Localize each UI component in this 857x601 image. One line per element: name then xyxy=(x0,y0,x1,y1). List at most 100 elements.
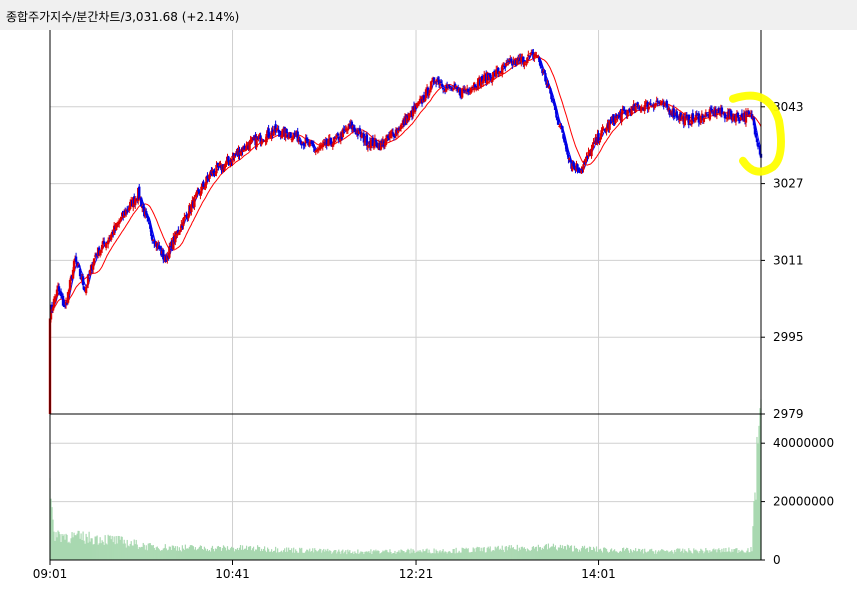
price-tick-label: 3011 xyxy=(773,253,804,267)
volume-bar xyxy=(490,551,492,560)
candle-body xyxy=(393,135,397,137)
volume-bar xyxy=(607,552,610,560)
volume-bar xyxy=(274,550,276,560)
volume-bar xyxy=(247,546,250,560)
candle-body xyxy=(334,137,338,140)
volume-bar xyxy=(239,544,242,560)
volume-bar xyxy=(297,552,299,560)
candle-body xyxy=(548,86,551,89)
volume-bar xyxy=(538,547,540,560)
volume-bar xyxy=(77,530,79,560)
volume-bar xyxy=(314,548,316,560)
volume-bar xyxy=(102,541,104,560)
volume-tick-label: 20000000 xyxy=(773,495,834,509)
candle-body xyxy=(388,133,392,139)
volume-bar xyxy=(677,548,679,560)
candle-body xyxy=(545,82,548,85)
volume-bar xyxy=(61,534,63,560)
candle-body xyxy=(394,129,398,136)
candle-body xyxy=(418,98,422,103)
candle-body xyxy=(434,82,438,84)
candle-body xyxy=(286,134,289,138)
volume-bar xyxy=(144,549,146,560)
volume-bar xyxy=(192,546,195,560)
volume-bar xyxy=(403,551,405,560)
volume-bar xyxy=(242,549,245,560)
volume-bar xyxy=(461,547,463,560)
volume-bar xyxy=(637,551,639,560)
candle-body xyxy=(569,159,572,163)
volume-bar xyxy=(586,547,589,560)
candle-body xyxy=(310,140,313,144)
candle-body xyxy=(442,90,446,92)
volume-bar xyxy=(546,549,548,560)
volume-bar xyxy=(348,551,350,560)
volume-tick-label: 40000000 xyxy=(773,436,834,450)
candle-body xyxy=(53,297,57,299)
volume-bar xyxy=(249,546,252,560)
candle-body xyxy=(753,126,757,135)
volume-bar xyxy=(334,549,336,560)
candle-body xyxy=(371,137,375,147)
time-tick-label: 14:01 xyxy=(581,567,616,581)
candle-body xyxy=(172,236,175,250)
volume-bar xyxy=(501,545,503,560)
volume-bar xyxy=(534,547,536,560)
volume-bar xyxy=(205,550,208,560)
volume-bar xyxy=(99,537,101,560)
volume-bar xyxy=(71,532,73,560)
candle-body xyxy=(353,128,357,131)
candle-body xyxy=(267,128,270,138)
candle-body xyxy=(77,265,81,268)
volume-bar xyxy=(57,530,59,560)
volume-bar xyxy=(246,549,249,560)
candle-body xyxy=(554,105,557,110)
volume-bar xyxy=(260,548,263,560)
volume-bar xyxy=(738,550,740,560)
volume-bar xyxy=(754,492,756,560)
candle-body xyxy=(200,186,203,194)
volume-bar xyxy=(181,545,183,560)
candle-body xyxy=(300,144,303,146)
volume-bar xyxy=(110,539,112,560)
candle-body xyxy=(491,78,494,83)
volume-bar xyxy=(107,534,109,560)
candle-body xyxy=(193,196,196,208)
volume-bar xyxy=(727,551,729,560)
volume-bar xyxy=(496,546,498,560)
volume-bar xyxy=(604,548,607,560)
volume-bar xyxy=(354,551,356,560)
candle-body xyxy=(66,292,70,303)
candle-body xyxy=(86,274,90,285)
candle-body xyxy=(593,142,596,144)
candle-body xyxy=(138,186,141,200)
candle-body xyxy=(538,57,541,63)
volume-bar xyxy=(142,542,144,560)
volume-bar xyxy=(373,549,375,560)
volume-bar xyxy=(549,547,552,560)
volume-bar xyxy=(623,547,625,560)
volume-bar xyxy=(323,548,325,560)
candle-body xyxy=(729,110,733,116)
candle-body xyxy=(99,249,103,253)
candle-body xyxy=(750,114,754,119)
volume-bar xyxy=(137,548,139,560)
volume-bar xyxy=(544,544,546,560)
candle-body xyxy=(162,249,165,260)
candle-body xyxy=(187,215,190,219)
candle-body xyxy=(93,255,97,257)
volume-bar xyxy=(154,549,156,560)
volume-bar xyxy=(407,548,409,560)
volume-bar xyxy=(269,551,271,560)
candle-body xyxy=(453,83,457,88)
volume-bar xyxy=(591,549,594,560)
candle-body xyxy=(125,210,128,215)
volume-bar xyxy=(505,545,507,560)
volume-bar xyxy=(169,546,171,560)
volume-bar xyxy=(481,551,483,560)
volume-bar xyxy=(399,552,401,560)
volume-bar xyxy=(482,547,484,560)
candle-body xyxy=(661,101,664,103)
volume-bar xyxy=(698,553,700,560)
volume-bar xyxy=(320,549,322,560)
